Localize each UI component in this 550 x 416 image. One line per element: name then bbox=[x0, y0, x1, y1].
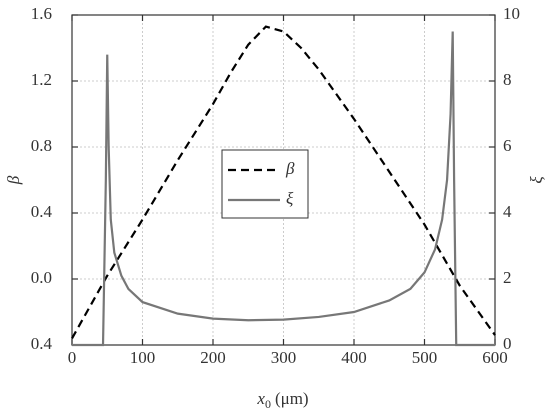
legend-label: β bbox=[285, 159, 295, 178]
y2-tick-label: 2 bbox=[503, 268, 512, 287]
y-tick-label: 1.6 bbox=[31, 4, 52, 23]
x-tick-label: 400 bbox=[341, 348, 367, 367]
y-tick-label: 0.4 bbox=[31, 202, 53, 221]
legend-label: ξ bbox=[286, 189, 294, 208]
y2-tick-label: 6 bbox=[503, 136, 512, 155]
x-tick-label: 500 bbox=[412, 348, 438, 367]
data-line bbox=[71, 25, 496, 339]
y2-tick-label: 4 bbox=[503, 202, 512, 221]
x-tick-label: 100 bbox=[130, 348, 156, 367]
y-tick-label: 1.2 bbox=[31, 70, 52, 89]
x-tick-label: 200 bbox=[200, 348, 226, 367]
y2-tick-label: 8 bbox=[503, 70, 512, 89]
y-tick-label: 0.0 bbox=[31, 268, 52, 287]
x-axis-label-unit: (μm) bbox=[275, 389, 309, 408]
y2-axis-label: ξ bbox=[527, 176, 546, 184]
y-tick-label: 0.4 bbox=[31, 334, 53, 353]
x-axis-label-var: x bbox=[256, 389, 265, 408]
x-tick-label: 600 bbox=[482, 348, 508, 367]
data-line bbox=[72, 31, 495, 347]
x-axis-label-sub: 0 bbox=[265, 397, 271, 411]
y-axis-label: β bbox=[4, 175, 23, 185]
x-tick-label: 300 bbox=[271, 348, 297, 367]
y2-tick-label: 0 bbox=[503, 334, 512, 353]
y2-tick-label: 10 bbox=[503, 4, 520, 23]
y-tick-label: 0.8 bbox=[31, 136, 52, 155]
legend-box bbox=[221, 149, 309, 219]
plot-frame bbox=[71, 14, 496, 346]
x-axis-label: x0 (μm) bbox=[256, 389, 308, 411]
x-tick-label: 0 bbox=[68, 348, 77, 367]
